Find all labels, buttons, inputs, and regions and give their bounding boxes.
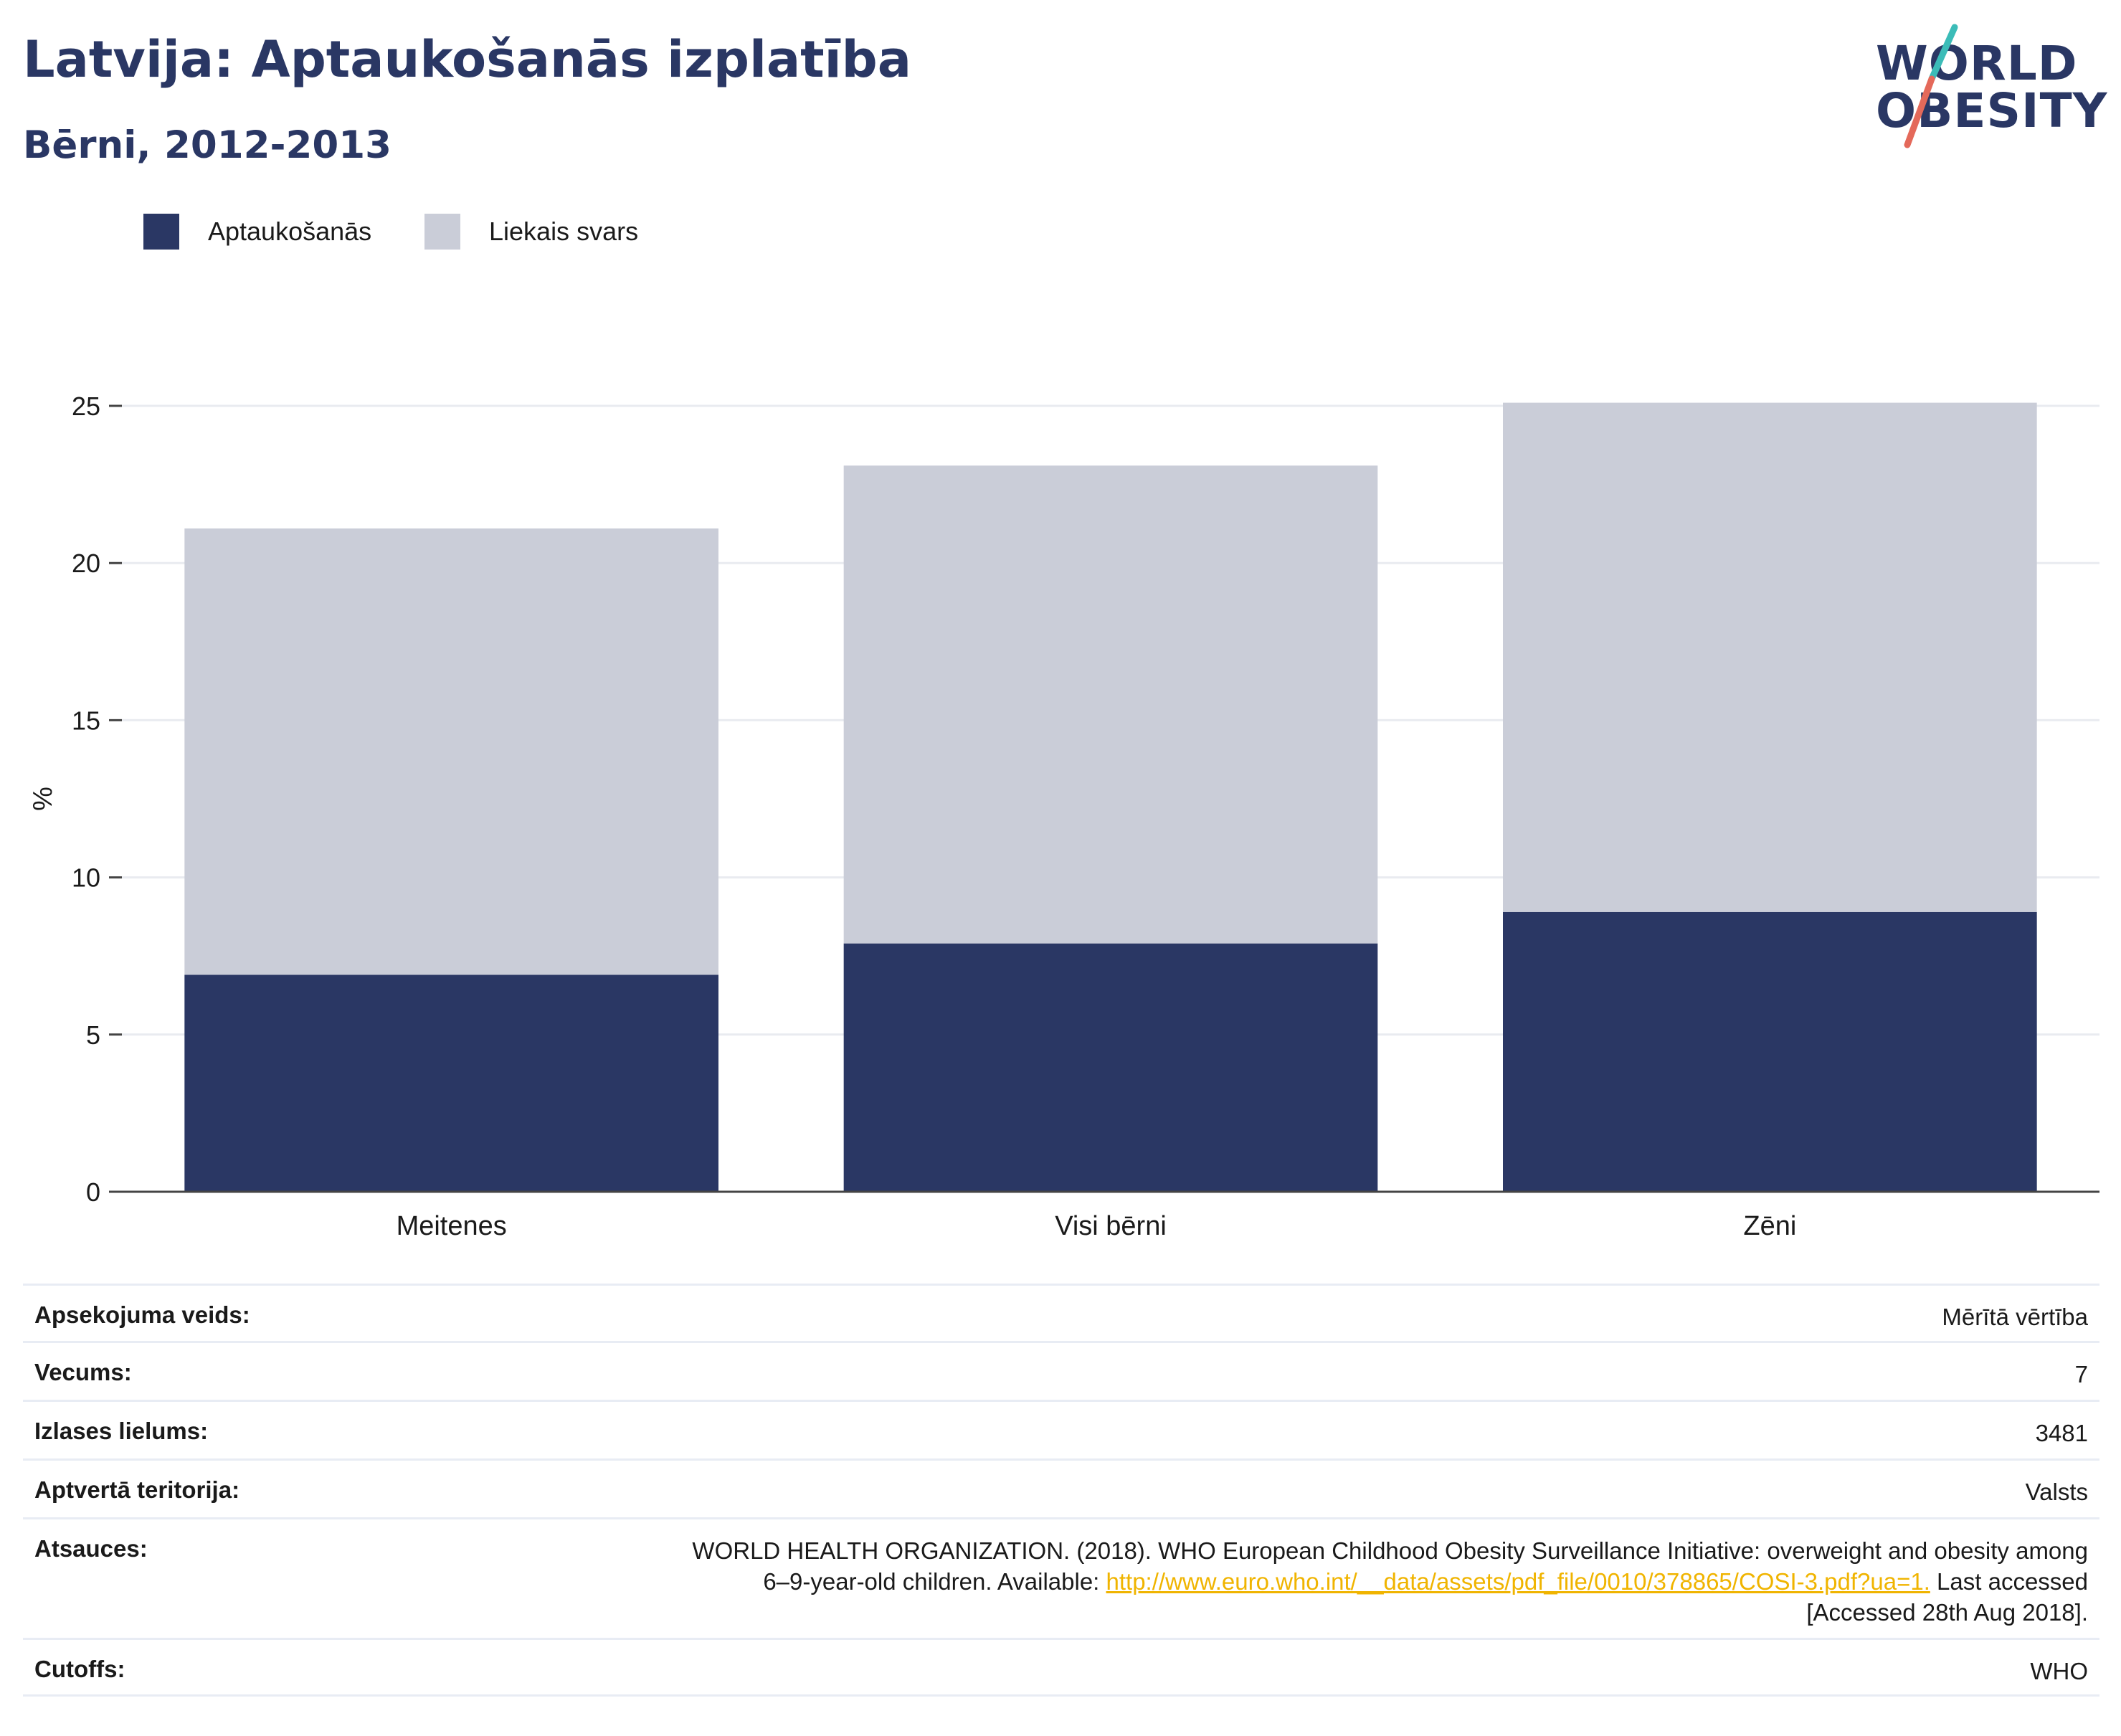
cutoffs-value: WHO bbox=[2030, 1658, 2088, 1684]
y-tick-label: 0 bbox=[86, 1177, 100, 1207]
references-link[interactable]: http://www.euro.who.int/__data/assets/pd… bbox=[1106, 1568, 1930, 1595]
chart-subtitle: Bērni, 2012-2013 bbox=[23, 123, 392, 167]
logo-slash-icon bbox=[1904, 24, 1958, 148]
age-label: Vecums: bbox=[34, 1359, 132, 1385]
legend-swatch-obesity bbox=[143, 214, 179, 250]
info-row-references: Atsauces: WORLD HEALTH ORGANIZATION. (20… bbox=[23, 1517, 2099, 1638]
y-axis-label: % bbox=[28, 787, 58, 811]
bar-overweight-1 bbox=[184, 528, 718, 975]
y-tick-label: 10 bbox=[72, 863, 100, 893]
cutoffs-label: Cutoffs: bbox=[34, 1656, 125, 1682]
bar-obesity-3 bbox=[1503, 911, 2037, 1192]
area-label: Aptvertā teritorija: bbox=[34, 1476, 240, 1503]
info-row-age: Vecums: 7 bbox=[23, 1341, 2099, 1400]
references-line3: [Accessed 28th Aug 2018]. bbox=[1806, 1599, 2088, 1626]
world-obesity-logo: WORLD OBESITY bbox=[1871, 22, 2108, 151]
area-value: Valsts bbox=[2025, 1479, 2088, 1505]
legend-label-obesity: Aptaukošanās bbox=[208, 217, 372, 246]
info-row-area: Aptvertā teritorija: Valsts bbox=[23, 1458, 2099, 1517]
sample-size-value: 3481 bbox=[2035, 1420, 2088, 1446]
references-value: WORLD HEALTH ORGANIZATION. (2018). WHO E… bbox=[692, 1519, 2088, 1628]
y-tick-label: 5 bbox=[86, 1020, 100, 1050]
age-value: 7 bbox=[2074, 1361, 2088, 1388]
y-tick-label: 15 bbox=[72, 706, 100, 735]
legend-label-overweight: Liekais svars bbox=[489, 217, 639, 246]
references-line1: WORLD HEALTH ORGANIZATION. (2018). WHO E… bbox=[692, 1537, 2088, 1564]
bar-obesity-2 bbox=[843, 943, 1378, 1192]
y-tick-label: 20 bbox=[72, 549, 100, 578]
info-row-sample-size: Izlases lielums: 3481 bbox=[23, 1400, 2099, 1458]
sample-size-label: Izlases lielums: bbox=[34, 1418, 209, 1444]
x-tick-label: Meitenes bbox=[397, 1211, 507, 1241]
bar-overweight-3 bbox=[1503, 402, 2037, 912]
references-line2-suffix: Last accessed bbox=[1930, 1568, 2088, 1595]
references-line2-prefix: 6–9-year-old children. Available: bbox=[763, 1568, 1106, 1595]
info-row-survey-type: Apsekojuma veids: Mērītā vērtība bbox=[23, 1284, 2099, 1341]
legend-item-obesity[interactable]: Aptaukošanās bbox=[143, 214, 371, 250]
legend-item-overweight[interactable]: Liekais svars bbox=[424, 214, 638, 250]
legend-swatch-overweight bbox=[424, 214, 460, 250]
bar-chart: 0 5 10 15 20 25% Meitenes Visi bērni Zēni bbox=[28, 392, 2099, 1241]
y-tick-label: 25 bbox=[72, 392, 100, 421]
chart-title: Latvija: Aptaukošanās izplatība bbox=[23, 30, 911, 89]
bar-obesity-1 bbox=[184, 974, 718, 1192]
info-row-cutoffs: Cutoffs: WHO bbox=[23, 1638, 2099, 1697]
survey-type-value: Mērītā vērtība bbox=[1942, 1304, 2088, 1330]
bar-overweight-2 bbox=[843, 465, 1378, 944]
logo-word-world: WORLD bbox=[1876, 36, 2078, 91]
x-tick-label: Zēni bbox=[1743, 1211, 1796, 1241]
references-label: Atsauces: bbox=[34, 1535, 148, 1562]
x-tick-label: Visi bērni bbox=[1055, 1211, 1167, 1241]
survey-type-label: Apsekojuma veids: bbox=[34, 1301, 250, 1328]
info-table: Apsekojuma veids: Mērītā vērtība Vecums:… bbox=[23, 1284, 2099, 1697]
